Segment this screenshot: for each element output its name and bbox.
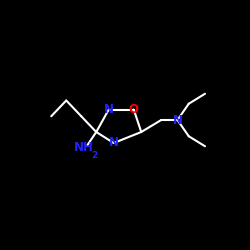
Text: NH: NH — [74, 141, 94, 154]
Text: O: O — [129, 103, 139, 116]
Text: N: N — [104, 103, 114, 116]
Text: 2: 2 — [92, 150, 98, 160]
Text: N: N — [172, 114, 182, 126]
Text: N: N — [109, 136, 119, 149]
